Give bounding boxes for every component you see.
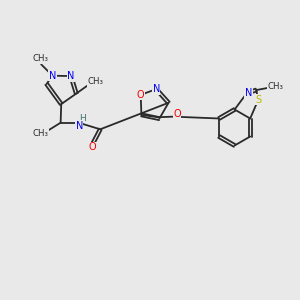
Text: O: O — [89, 142, 97, 152]
Text: CH₃: CH₃ — [267, 82, 284, 91]
Text: H: H — [79, 114, 86, 123]
Text: N: N — [245, 88, 252, 98]
Text: N: N — [49, 71, 56, 81]
Text: CH₃: CH₃ — [33, 54, 49, 63]
Text: O: O — [173, 109, 181, 119]
Text: CH₃: CH₃ — [88, 77, 103, 86]
Text: O: O — [137, 90, 145, 100]
Text: S: S — [255, 94, 261, 105]
Text: CH₃: CH₃ — [32, 129, 49, 138]
Text: N: N — [67, 71, 75, 81]
Text: N: N — [76, 121, 83, 131]
Text: N: N — [153, 84, 160, 94]
